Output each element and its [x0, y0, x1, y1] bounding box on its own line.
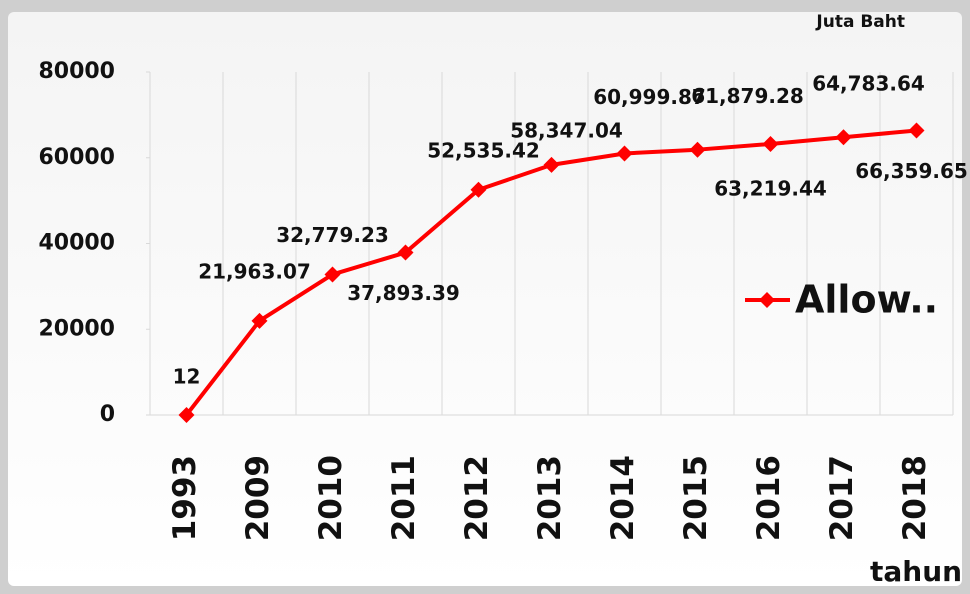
y-tick-label: 80000: [38, 59, 115, 84]
data-label: 58,347.04: [510, 118, 623, 142]
data-label: 66,359.65: [855, 159, 968, 183]
y-tick-label: 0: [100, 402, 115, 427]
x-tick-label: 1993: [167, 455, 203, 541]
x-tick-label: 2015: [678, 455, 714, 541]
x-tick-label: 2018: [897, 455, 933, 541]
data-label: 12: [173, 364, 201, 388]
legend-label: Allow..: [795, 278, 938, 322]
data-label: 64,783.64: [812, 72, 925, 96]
data-label: 32,779.23: [276, 223, 389, 247]
chart: Juta Baht tahun 0 20000 40000 60000 80000 199…: [0, 0, 970, 594]
x-tick-label: 2016: [751, 455, 787, 541]
x-tick-label: 2009: [240, 455, 276, 541]
x-tick-label: 2017: [824, 455, 860, 541]
data-label: 21,963.07: [198, 259, 311, 283]
y-tick-label: 20000: [38, 316, 115, 341]
y-tick-label: 40000: [38, 231, 115, 256]
x-tick-label: 2010: [313, 455, 349, 541]
data-label: 63,219.44: [714, 176, 827, 200]
x-tick-label: 2013: [532, 455, 568, 541]
data-label: 60,999.87: [593, 85, 706, 109]
x-tick-label: 2011: [386, 455, 422, 541]
y-tick-label: 60000: [38, 145, 115, 170]
unit-label: Juta Baht: [815, 12, 905, 32]
x-tick-label: 2014: [605, 455, 641, 541]
x-tick-label: 2012: [459, 455, 495, 541]
data-label: 61,879.28: [691, 84, 804, 108]
data-label: 37,893.39: [347, 281, 460, 305]
x-axis-label: tahun: [870, 555, 962, 588]
